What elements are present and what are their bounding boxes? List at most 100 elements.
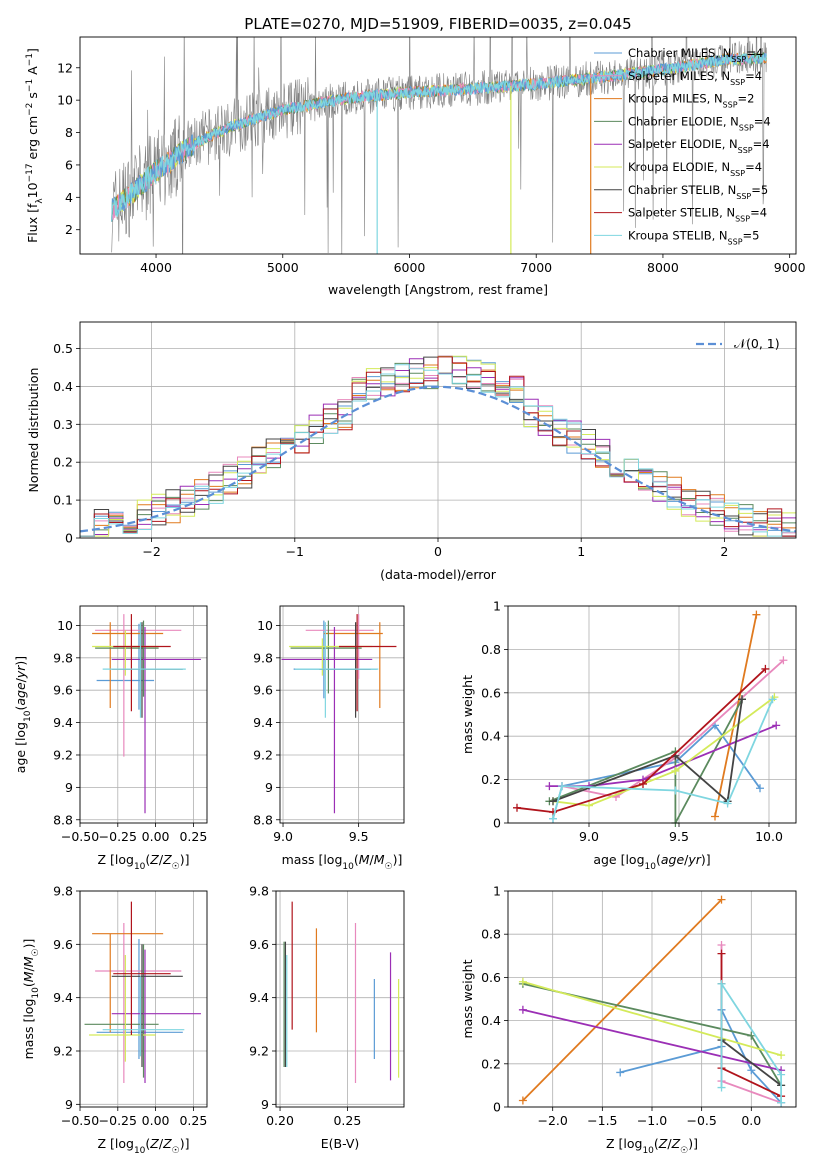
- series-marker-kr_stelib: [723, 799, 732, 808]
- age_vs_mass-panel: 9.0 9.5 8.8 9 9.2 9.4 9.6 9.8 10 mass [log10(M/M☉…: [253, 605, 405, 872]
- y-tick-label: 9.6: [53, 683, 73, 698]
- legend-label: Chabrier STELIB, NSSP=5: [628, 183, 768, 201]
- y-tick-label: 0.3: [53, 417, 73, 432]
- x-axis-label: wavelength [Angstrom, rest frame]: [328, 282, 548, 297]
- series-marker-kr_miles: [518, 1096, 527, 1105]
- axes-frame: [507, 605, 797, 824]
- errorbars: [283, 901, 400, 1083]
- series-marker-sa_elodie: [772, 721, 781, 730]
- legend-label: Kroupa MILES, NSSP=2: [628, 92, 754, 110]
- x-tick-label: 9.5: [669, 829, 689, 844]
- residuals-panel: −2 −1 0 1 2 0 0.1 0.2 0.3 0.4 0.5 (data-model)/erro…: [26, 321, 797, 582]
- y-tick-label: 1: [493, 599, 501, 614]
- x-tick-label: 9.0: [579, 829, 599, 844]
- y-tick-label: 0.1: [53, 493, 73, 508]
- axes-frame: [507, 890, 797, 1108]
- y-tick-label: 9.8: [253, 650, 273, 665]
- y-axis-label: age [log10(age/yr)]: [13, 656, 33, 773]
- age_vs_mass-marks: [281, 614, 397, 814]
- y-axis-label: mass [log10(M/M☉)]: [21, 939, 41, 1060]
- x-tick-label: −1.5: [587, 1113, 617, 1128]
- y-tick-label: 0.6: [481, 970, 501, 985]
- series-marker-ch_stelib: [738, 695, 746, 704]
- series-marker-kr_miles: [711, 812, 719, 821]
- x-tick-label: −0.50: [61, 829, 99, 844]
- x-tick-label: 2: [720, 544, 728, 559]
- x-tick-label: −1: [286, 544, 304, 559]
- series-marker-kr_stelib: [549, 814, 557, 823]
- series-marker-kr_elodie: [585, 801, 593, 810]
- axes-frame: [79, 605, 208, 824]
- y-tick-label: 0.2: [481, 772, 501, 787]
- x-axis-label: age [log10(age/yr)]: [593, 852, 710, 872]
- x-axis-label: Z [log10(Z/Z☉)]: [606, 1136, 698, 1156]
- legend-label: Salpeter ELODIE, NSSP=4: [628, 137, 770, 155]
- spectrum-legend: Chabrier MILES, NSSP=4 Salpeter MILES, NS…: [594, 46, 771, 246]
- y-tick-label: 9.4: [53, 990, 73, 1005]
- x-tick-label: 8000: [647, 260, 679, 275]
- series-marker-kr_stelib: [768, 695, 777, 704]
- y-tick-label: 0.8: [481, 927, 501, 942]
- legend-label: Chabrier ELODIE, NSSP=4: [628, 114, 771, 131]
- y-tick-label: 9.6: [249, 937, 269, 952]
- y-tick-label: 9.8: [53, 884, 73, 899]
- y-tick-label: 8.8: [253, 812, 273, 827]
- mass_vs_Z-panel: −0.50 −0.25 0.00 0.25 9 9.2 9.4 9.6 9.8 Z [log10(…: [21, 884, 208, 1156]
- weight_vs_Z-panel: −2.0 −1.5 −1.0 −0.5 0.0 0 0.2 0.4 0.6 0.8 1 Z [log1…: [460, 884, 797, 1156]
- y-tick-label: 9.4: [53, 715, 73, 730]
- x-axis-label: mass [log10(M/M☉)]: [282, 852, 403, 872]
- axes-frame: [275, 890, 405, 1108]
- legend-label: Salpeter STELIB, NSSP=4: [628, 206, 767, 224]
- y-tick-label: 9: [261, 1097, 269, 1112]
- x-tick-label: 9.5: [349, 829, 369, 844]
- y-tick-label: 4: [65, 190, 73, 205]
- residuals-marks: [79, 355, 797, 537]
- y-tick-label: 12: [57, 60, 73, 75]
- series-line-kr_miles: [714, 614, 758, 817]
- x-tick-label: 0.00: [142, 829, 170, 844]
- spectrum-lines: [111, 37, 767, 254]
- series-marker-sa_elodie: [518, 1005, 527, 1014]
- y-tick-label: 9.6: [53, 937, 73, 952]
- x-tick-label: 7000: [520, 260, 552, 275]
- series-line-ch_stelib: [552, 699, 743, 804]
- series-marker-kr_elodie: [777, 1051, 786, 1060]
- model-spectrum-kr_stelib: [111, 51, 767, 222]
- x-tick-label: 6000: [394, 260, 426, 275]
- series-line-sa_stelib: [516, 668, 767, 814]
- x-tick-label: 9000: [774, 260, 806, 275]
- x-tick-label: −0.5: [686, 1113, 716, 1128]
- x-axis-label: Z [log10(Z/Z☉)]: [97, 1136, 189, 1156]
- series-line-sa_elodie: [522, 1008, 782, 1072]
- figure-title: PLATE=0270, MJD=51909, FIBERID=0035, z=0…: [244, 15, 631, 33]
- axes-frame: [79, 36, 797, 255]
- series-marker-sa_stelib: [639, 779, 647, 788]
- y-tick-label: 0.4: [481, 1013, 501, 1028]
- series-marker-ch_miles: [747, 1066, 756, 1075]
- y-tick-label: 0.6: [481, 685, 501, 700]
- x-tick-label: 0.00: [142, 1113, 170, 1128]
- series-marker-sa_miles: [717, 941, 726, 949]
- series-marker-sa_miles: [779, 656, 788, 665]
- series-line-sa_miles: [561, 659, 785, 798]
- x-tick-label: −0.25: [99, 1113, 137, 1128]
- mass_vs_Z-marks: [84, 901, 201, 1083]
- legend-label: 𝒩(0, 1): [734, 336, 780, 351]
- x-tick-label: 0.25: [179, 1113, 207, 1128]
- x-axis-label: Z [log10(Z/Z☉)]: [97, 852, 189, 872]
- series-marker-ch_miles: [616, 1068, 625, 1077]
- y-tick-label: 8.8: [53, 812, 73, 827]
- series-line-kr_miles: [522, 898, 723, 1102]
- histogram-sa_stelib: [80, 356, 796, 537]
- weight_vs_Z-marks: [518, 895, 786, 1107]
- legend-label: Kroupa STELIB, NSSP=5: [628, 228, 759, 246]
- spectrum-panel: 4000 5000 6000 7000 8000 9000 2 4 6 8 10 12 waveleng…: [25, 36, 806, 297]
- gaussian-curve: [79, 385, 797, 533]
- y-tick-label: 0: [65, 531, 73, 546]
- series-line-kr_stelib: [720, 980, 782, 1103]
- y-axis-label: Normed distribution: [26, 368, 41, 493]
- series-marker-kr_stelib: [777, 1098, 786, 1107]
- x-tick-label: −0.50: [61, 1113, 99, 1128]
- series-marker-kr_stelib: [717, 1083, 726, 1092]
- series-marker-kr_stelib: [777, 1070, 786, 1079]
